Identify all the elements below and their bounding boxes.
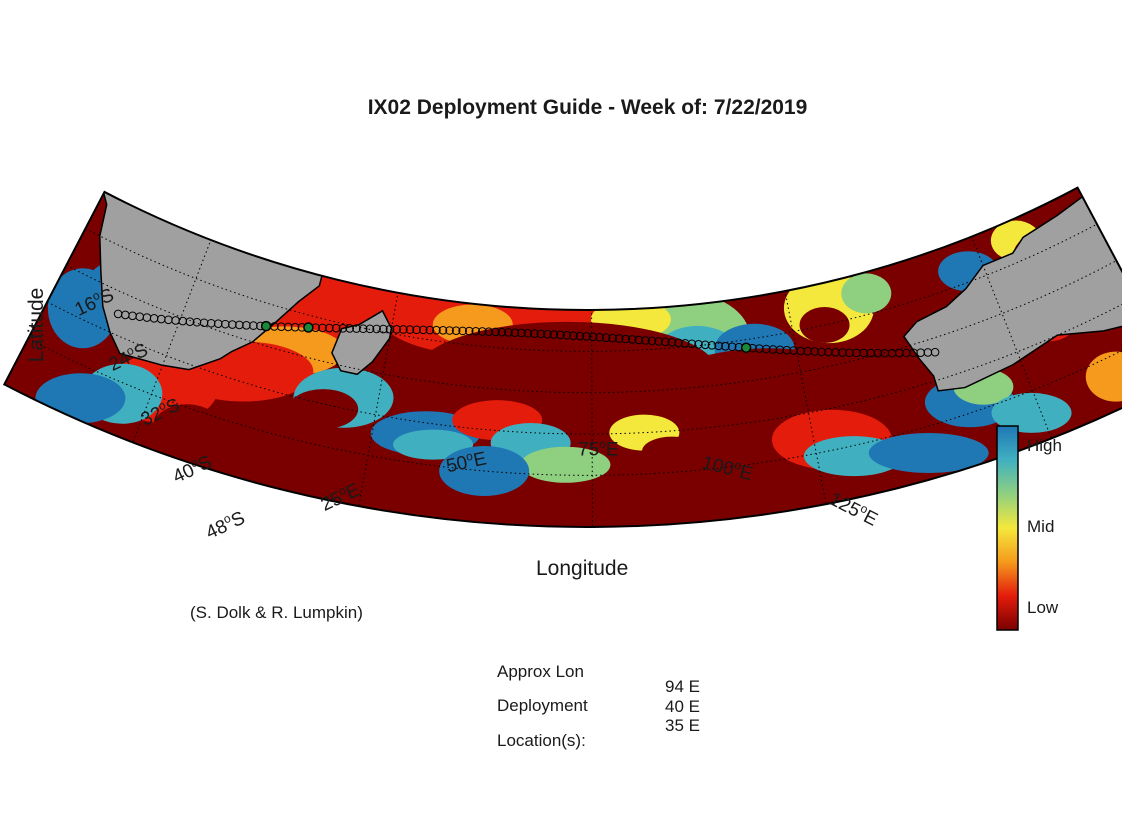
deployment-lon-2: 40 E	[665, 697, 700, 716]
colorbar-label-mid: Mid	[1027, 517, 1055, 536]
deployment-lon-1: 94 E	[665, 677, 700, 696]
graticule	[4, 187, 1122, 528]
deployment-lon-3: 35 E	[665, 716, 700, 735]
colorbar-label-high: High	[1027, 436, 1062, 455]
x-axis-label: Longitude	[536, 557, 629, 580]
colorbar-label-low: Low	[1027, 598, 1059, 617]
cruise-track	[113, 309, 940, 358]
deployment-label-line-2: Deployment	[497, 696, 588, 715]
deployment-label-line-3: Location(s):	[497, 731, 586, 750]
lon-tick-75e: 75oE	[578, 437, 619, 461]
deployment-label-line-1: Approx Lon	[497, 662, 584, 681]
colorbar	[996, 425, 1019, 631]
author-credit: (S. Dolk & R. Lumpkin)	[190, 603, 363, 622]
y-axis-label: Latitude	[25, 287, 48, 363]
map-frame	[2, 186, 1122, 528]
map-title: IX02 Deployment Guide - Week of: 7/22/20…	[367, 96, 808, 119]
